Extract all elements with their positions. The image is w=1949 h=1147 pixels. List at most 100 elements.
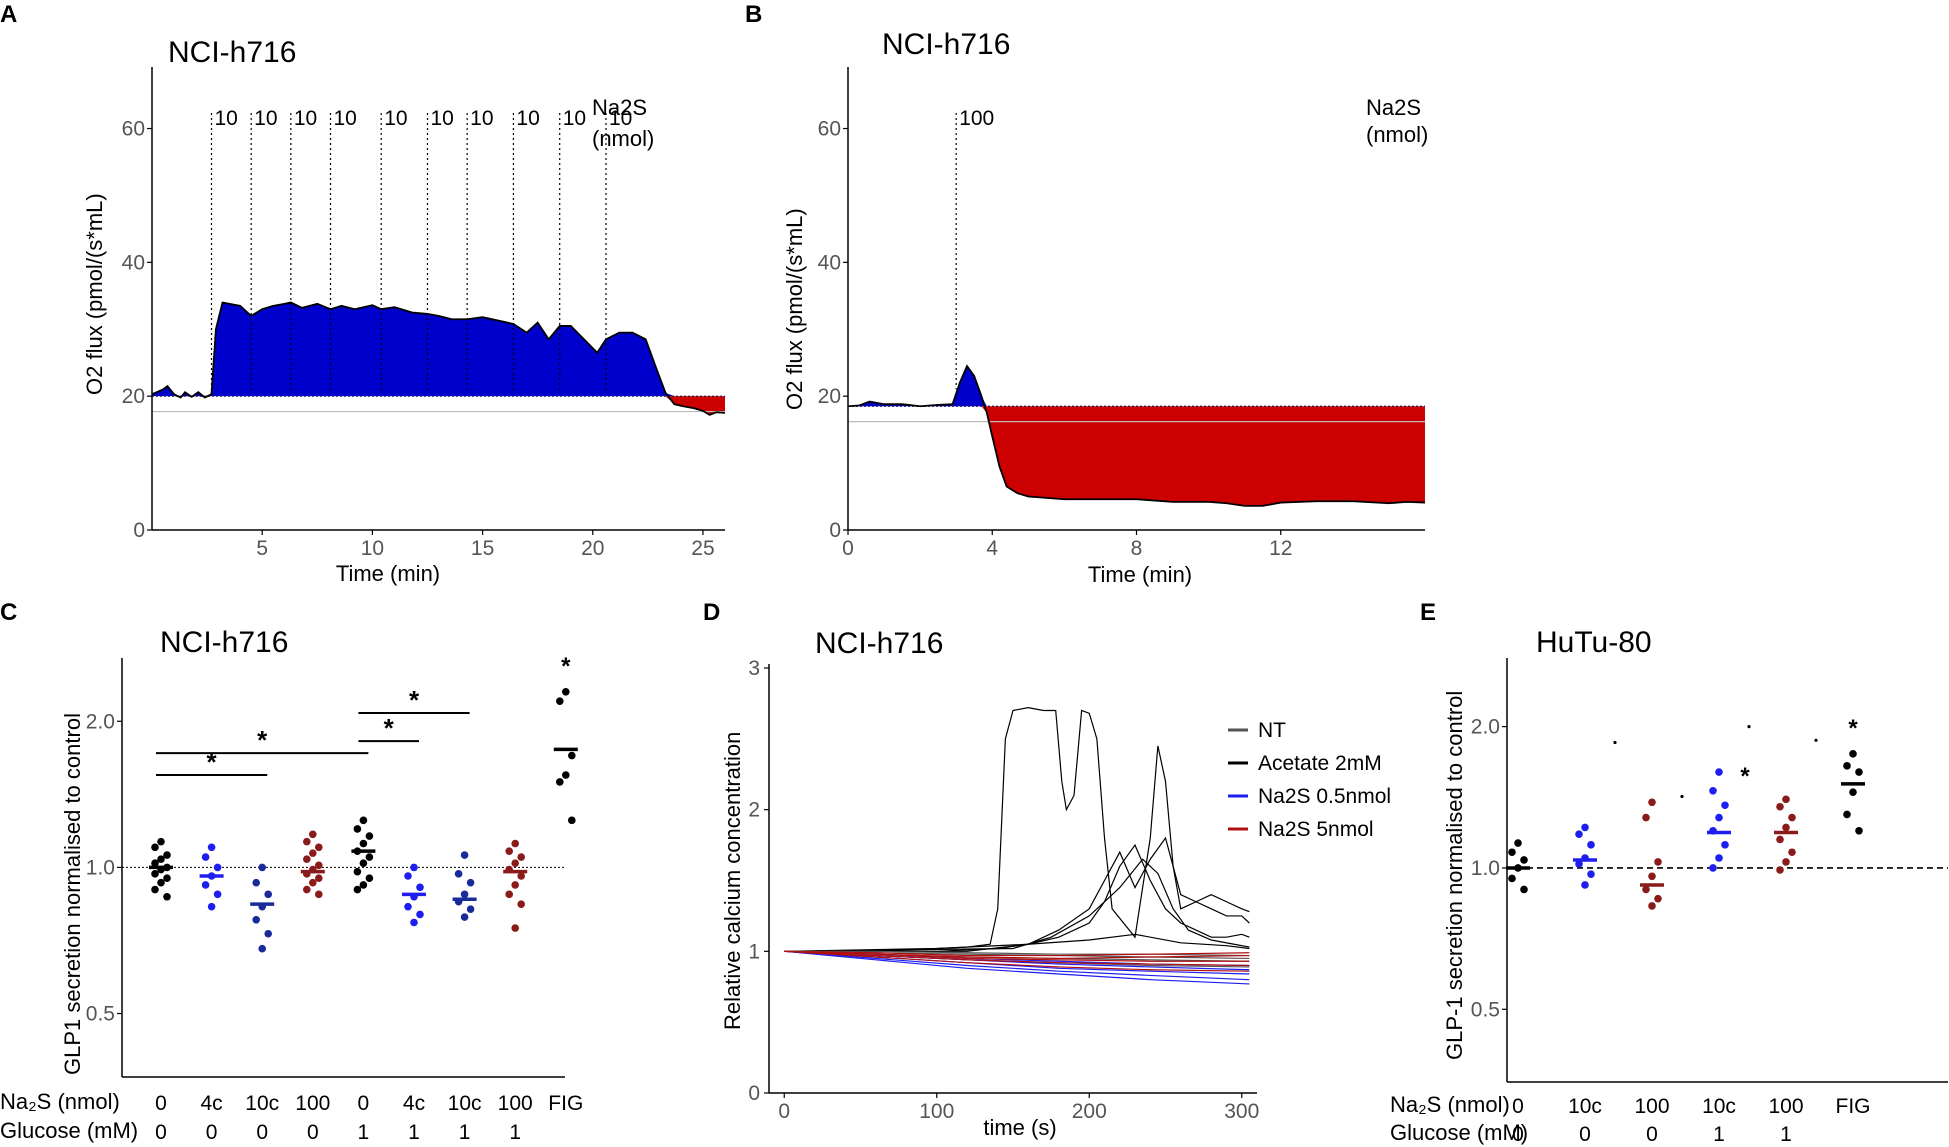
- panel-e-category-label-glucose: 1: [1713, 1123, 1725, 1146]
- panel-c-data-point: [365, 832, 374, 840]
- panel-e-data-point: [1575, 830, 1583, 838]
- panel-c-data-point: [404, 902, 412, 911]
- panel-e-plot: 0.5 1.0 2.0 0 0 10c 0 100 0 10c 1 100 1 FIG * *: [1471, 658, 1948, 1146]
- panel-c-data-point: [454, 870, 463, 878]
- panel-a-title: NCI-h716: [168, 36, 296, 69]
- panel-a-y-tick-label: 20: [122, 385, 145, 408]
- panel-e-data-point: [1843, 762, 1851, 770]
- panel-c-plot: 0.5 1.0 2.0 0 0 4c 0 10c 0 100 0 0 1 4c 1 10c 1 100 1 FIG * *…: [86, 653, 584, 1144]
- panel-d-legend: NT Acetate 2mM Na2S 0.5nmol Na2S 5nmol: [1228, 719, 1391, 841]
- panel-e-category-label-glucose: 0: [1512, 1123, 1524, 1146]
- panel-e-letter: E: [1420, 599, 1436, 626]
- panel-d-series-line: [784, 858, 1250, 952]
- panel-c-category-label-na2s: FIG: [548, 1092, 583, 1115]
- panel-a-injection-label: 10: [254, 107, 277, 130]
- panel-c-data-point: [517, 900, 525, 908]
- panel-e-data-point: [1782, 795, 1790, 804]
- panel-e-data-point: [1721, 841, 1729, 849]
- panel-e-title: HuTu-80: [1536, 626, 1652, 659]
- panel-d: D NCI-h716 Relative calcium concentratio…: [703, 599, 1391, 1140]
- panel-a-area-above-baseline: [152, 302, 725, 397]
- panel-c-data-point: [252, 915, 260, 924]
- panel-a-injection-label: 10: [384, 107, 407, 130]
- panel-c-ylabel: GLP1 secretion normalised to control: [60, 713, 85, 1075]
- panel-c-data-point: [460, 851, 469, 859]
- panel-e-data-point: [1508, 874, 1516, 883]
- panel-a-ylabel: O2 flux (pmol/(s*mL): [82, 193, 107, 395]
- panel-c-data-point: [315, 843, 323, 852]
- panel-a-y-tick-label: 40: [122, 251, 145, 274]
- panel-b-ylabel: O2 flux (pmol/(s*mL): [782, 208, 807, 410]
- panel-c-data-point: [365, 874, 374, 883]
- panel-b-y-tick-label: 60: [818, 118, 841, 141]
- panel-c-y-tick-label: 0.5: [86, 1003, 115, 1026]
- panel-b-injection-label: 100: [959, 107, 994, 130]
- panel-c-category-label-glucose: 0: [155, 1121, 167, 1144]
- panel-b-x-tick-label: 8: [1131, 537, 1143, 560]
- panel-c-data-point: [151, 885, 159, 894]
- panel-c-data-point: [151, 843, 159, 852]
- panel-e-data-point: [1855, 768, 1863, 776]
- panel-e-y-tick-label: 2.0: [1471, 716, 1500, 739]
- panel-c-category-label-glucose: 1: [408, 1121, 420, 1144]
- panel-c-category-label-glucose: 1: [509, 1121, 521, 1144]
- panel-e-data-point: [1721, 801, 1729, 810]
- panel-c-data-point: [353, 867, 362, 876]
- panel-e-data-point: [1575, 860, 1583, 868]
- panel-e-data-point: [1782, 823, 1790, 832]
- panel-a-injection-label: 10: [334, 107, 357, 130]
- panel-a-injection-label: 10: [430, 107, 453, 130]
- panel-c-data-point: [568, 751, 576, 760]
- panel-c-category-label-glucose: 0: [256, 1121, 268, 1144]
- panel-b-x-tick-label: 4: [986, 537, 998, 560]
- panel-d-x-tick-label: 100: [919, 1100, 954, 1123]
- panel-e-data-point: [1782, 858, 1790, 866]
- panel-c-data-point: [460, 913, 469, 921]
- panel-a-injection-label: 10: [609, 107, 632, 130]
- panel-c-title: NCI-h716: [160, 626, 288, 659]
- panel-d-legend-label: NT: [1258, 719, 1286, 742]
- panel-a-injection-label: 10: [563, 107, 586, 130]
- panel-e-data-point: [1642, 885, 1650, 894]
- panel-a-trace-line: [151, 301, 726, 416]
- panel-c-category-label-glucose: 1: [459, 1121, 471, 1144]
- panel-c-data-point: [213, 863, 222, 872]
- panel-c-category-label-na2s: 4c: [201, 1092, 223, 1115]
- panel-c-data-point: [303, 885, 311, 894]
- panel-e-category-label-na2s: FIG: [1836, 1095, 1871, 1118]
- panel-a-injection-header-line2: (nmol): [592, 126, 654, 151]
- panel-e-data-point: [1654, 858, 1662, 866]
- panel-b-x-tick-label: 12: [1269, 537, 1292, 560]
- panel-c-data-point: [258, 944, 267, 953]
- panel-b-plot: 100 0 20 40 60 0 4 8 12: [818, 67, 1426, 560]
- panel-d-letter: D: [703, 599, 720, 626]
- panel-a-letter: A: [0, 1, 17, 28]
- panel-c-significance-star: *: [409, 685, 420, 715]
- panel-c-data-point: [207, 843, 216, 852]
- panel-c-data-point: [264, 890, 273, 899]
- panel-c-data-point: [517, 872, 525, 880]
- panel-e-data-point: [1520, 856, 1528, 864]
- panel-d-series-line: [784, 950, 1250, 972]
- panel-e-category-label-glucose: 0: [1579, 1123, 1591, 1146]
- panel-e-data-point: [1709, 786, 1717, 795]
- panel-d-xlabel: time (s): [983, 1115, 1056, 1140]
- panel-d-series-line: [784, 950, 1250, 962]
- panel-e-data-point: [1715, 854, 1723, 862]
- panel-e-data-point: [1514, 839, 1522, 847]
- panel-e-data-point: [1849, 788, 1857, 796]
- panel-c-row-label-glucose: Glucose (mM): [0, 1118, 138, 1143]
- panel-c-data-point: [416, 910, 424, 919]
- panel-e-data-point: [1788, 848, 1796, 857]
- panel-c-letter: C: [0, 599, 17, 626]
- panel-b-y-tick-label: 20: [818, 385, 841, 408]
- panel-c-data-point: [207, 902, 216, 911]
- panel-c-data-point: [568, 816, 576, 825]
- panel-c-data-point: [303, 855, 311, 863]
- panel-c-data-point: [163, 892, 171, 901]
- panel-c-y-tick-label: 2.0: [86, 710, 115, 733]
- panel-a-y-tick-label: 60: [122, 118, 145, 141]
- panel-d-plot: 0 1 2 3 0 100 200 300: [748, 657, 1259, 1123]
- panel-b-injection-header-line2: (nmol): [1366, 122, 1428, 147]
- panel-d-series-line: [784, 950, 1250, 957]
